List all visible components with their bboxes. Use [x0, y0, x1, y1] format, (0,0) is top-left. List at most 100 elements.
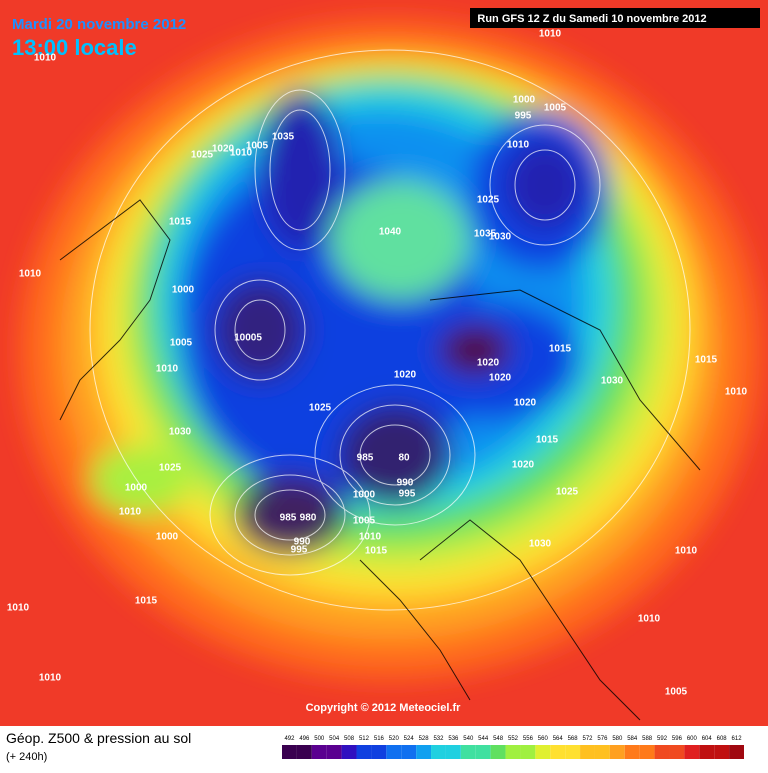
isobar-labels: 1010101010001005995101010251020101010051… [7, 29, 748, 698]
isobar-label: 1010 [19, 269, 42, 280]
isobar-label: 1000 [353, 490, 376, 501]
colorbar-label: 564 [553, 736, 564, 742]
isobar-label: 1025 [159, 463, 182, 474]
isobar-label: 1010 [359, 532, 382, 543]
isobar-label: 1000 [156, 532, 179, 543]
colorbar-swatch [565, 745, 581, 759]
isobar-label: 1015 [135, 596, 158, 607]
colorbar-swatch [535, 745, 551, 759]
colorbar-swatch [416, 745, 432, 759]
isobar-label: 1015 [169, 217, 192, 228]
isobar-label: 1000 [513, 95, 536, 106]
colorbar-label: 540 [463, 736, 474, 742]
isobar-label: 80 [398, 453, 410, 464]
run-label: Run GFS 12 Z du Samedi 10 novembre 2012 [477, 13, 706, 25]
colorbar-label: 528 [419, 736, 430, 742]
colorbar-swatch [609, 745, 625, 759]
colorbar-swatch [505, 745, 521, 759]
colorbar-swatch [714, 745, 730, 759]
isobar-label: 1030 [601, 376, 624, 387]
colorbar-label: 600 [687, 736, 698, 742]
colorbar-label: 568 [568, 736, 579, 742]
colorbar-swatch [520, 745, 536, 759]
isobar-label: 1000 [172, 285, 195, 296]
colorbar-swatch [326, 745, 342, 759]
isobar-label: 1010 [156, 364, 179, 375]
isobar-label: 1015 [365, 546, 388, 557]
colorbar-label: 544 [478, 736, 489, 742]
colorbar-label: 596 [672, 736, 683, 742]
colorbar-label: 592 [657, 736, 668, 742]
colorbar-label: 608 [717, 736, 728, 742]
colorbar-swatch [431, 745, 446, 759]
isobar-label: 1005 [665, 687, 688, 698]
isobar-label: 1010 [39, 673, 62, 684]
isobar-label: 995 [399, 489, 416, 500]
isobar-label: 1010 [119, 507, 142, 518]
isobar-label: 10005 [234, 333, 262, 344]
colorbar-swatch [639, 745, 655, 759]
isobar-label: 1020 [212, 144, 235, 155]
colorbar-label: 552 [508, 736, 519, 742]
colorbar-swatch [684, 745, 700, 759]
colorbar-label: 612 [732, 736, 743, 742]
colorbar-swatch [490, 745, 506, 759]
isobar-label: 1015 [695, 355, 718, 366]
isobar-label: 1020 [512, 460, 535, 471]
colorbar-label: 532 [433, 736, 444, 742]
colorbar-label: 492 [284, 736, 295, 742]
copyright: Copyright © 2012 Meteociel.fr [306, 702, 462, 714]
colorbar-label: 560 [538, 736, 549, 742]
colorbar-label: 556 [523, 736, 534, 742]
colorbar: 492 496 500 504 508 512 516 520 524 528 532 536 540 5… [282, 736, 744, 759]
colorbar-label: 576 [597, 736, 608, 742]
colorbar-swatch [669, 745, 685, 759]
isobar-label: 1025 [309, 403, 332, 414]
colorbar-swatch [341, 745, 357, 759]
colorbar-label: 496 [299, 736, 310, 742]
colorbar-swatch [475, 745, 491, 759]
isobar-label: 980 [300, 513, 317, 524]
isobar-label: 1030 [169, 427, 192, 438]
colorbar-swatch [356, 745, 372, 759]
colorbar-swatch [445, 745, 461, 759]
colorbar-swatch [460, 745, 476, 759]
isobar-label: 1015 [549, 344, 572, 355]
colorbar-label: 588 [642, 736, 653, 742]
isobar-label: 1025 [191, 150, 214, 161]
colorbar-label: 548 [493, 736, 504, 742]
colorbar-swatch [550, 745, 566, 759]
isobar-label: 1020 [394, 370, 417, 381]
isobar-label: 1010 [539, 29, 562, 40]
colorbar-label: 580 [612, 736, 623, 742]
isobar-label: 1010 [725, 387, 748, 398]
date: Mardi 20 novembre 2012 [12, 16, 186, 33]
field [0, 0, 768, 726]
colorbar-label: 500 [314, 736, 325, 742]
footer-subtitle: (+ 240h) [6, 751, 47, 763]
isobar-label: 1020 [514, 398, 537, 409]
isobar-label: 1010 [638, 614, 661, 625]
colorbar-swatch [654, 745, 670, 759]
colorbar-label: 604 [702, 736, 713, 742]
colorbar-label: 536 [448, 736, 459, 742]
colorbar-swatch [729, 745, 744, 759]
colorbar-swatch [594, 745, 610, 759]
isobar-label: 1010 [507, 140, 530, 151]
isobar-label: 985 [357, 453, 374, 464]
isobar-label: 1040 [379, 227, 402, 238]
isobar-label: 1005 [246, 141, 269, 152]
colorbar-label: 504 [329, 736, 340, 742]
colorbar-swatch [371, 745, 387, 759]
isobar-label: 995 [291, 545, 308, 556]
colorbar-label: 520 [389, 736, 400, 742]
isobar-label: 1010 [230, 148, 253, 159]
colorbar-swatch [296, 745, 312, 759]
isobar-label: 1005 [170, 338, 193, 349]
isobar-label: 1035 [474, 229, 497, 240]
colorbar-label: 512 [359, 736, 370, 742]
isobar-label: 1005 [353, 516, 376, 527]
isobar-label: 1015 [536, 435, 559, 446]
